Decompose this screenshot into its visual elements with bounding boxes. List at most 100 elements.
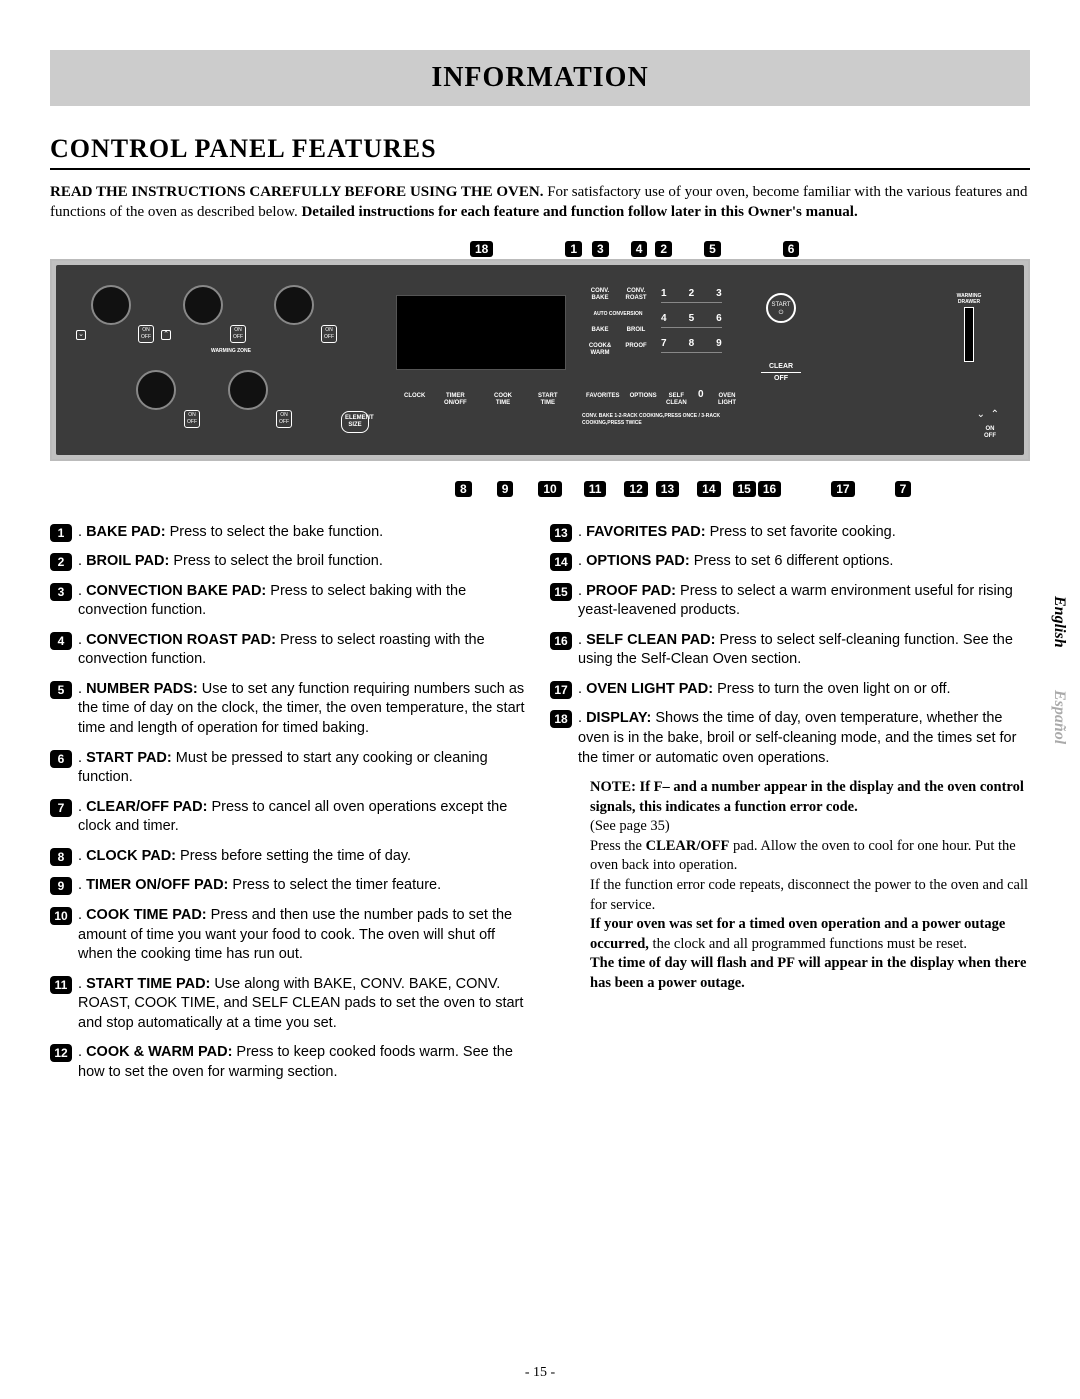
feature-text: . FAVORITES PAD: Press to set favorite c… <box>578 523 1030 543</box>
feature-body: Press to turn the oven light on or off. <box>713 681 951 697</box>
onoff-right-label: ON OFF <box>984 426 996 440</box>
note-line-6: The time of day will flash and PF will a… <box>590 955 1026 991</box>
intro-bold-1: READ THE INSTRUCTIONS CAREFULLY BEFORE U… <box>50 184 543 200</box>
feature-body: Press to set 6 different options. <box>690 553 894 569</box>
feature-lead: PROOF PAD: <box>586 583 676 599</box>
feature-item: 3 . CONVECTION BAKE PAD: Press to select … <box>50 582 530 621</box>
feature-text: . TIMER ON/OFF PAD: Press to select the … <box>78 876 530 896</box>
options-label: OPTIONS <box>630 393 657 399</box>
down-icon: ⌄ <box>76 330 86 340</box>
element-size-label: ELEMENTSIZE <box>341 411 369 433</box>
feature-lead: OPTIONS PAD: <box>586 553 690 569</box>
convbake-label: CONV. BAKE <box>586 288 614 302</box>
feature-item: 15. PROOF PAD: Press to select a warm en… <box>550 582 1030 621</box>
callout-15: 15 <box>733 481 756 497</box>
feature-item: 5. NUMBER PADS: Use to set any function … <box>50 680 530 739</box>
num-6: 6 <box>716 313 722 324</box>
feature-lead: CLEAR/OFF PAD: <box>86 799 207 815</box>
selfclean-label: SELFCLEAN <box>666 393 687 407</box>
note-label: NOTE: <box>590 779 636 795</box>
feature-number-badge: 3 <box>50 583 72 601</box>
language-tabs: English Español <box>1048 590 1070 750</box>
feature-item: 17. OVEN LIGHT PAD: Press to turn the ov… <box>550 680 1030 700</box>
warming-bar-icon <box>964 307 974 362</box>
feature-lead: START PAD: <box>86 750 172 766</box>
warming-drawer-area: WARMING DRAWER <box>929 293 1009 362</box>
clear-off-pad: CLEAR OFF <box>761 363 801 382</box>
tab-english[interactable]: English <box>1048 590 1070 654</box>
callout-4: 4 <box>631 241 648 257</box>
updown-arrows: ⌄ ⌃ <box>977 409 999 420</box>
tab-espanol[interactable]: Español <box>1048 684 1070 750</box>
ovenlight-label: OVENLIGHT <box>718 393 736 407</box>
note-block: NOTE: If F– and a number appear in the d… <box>590 778 1030 993</box>
feature-item: 13. FAVORITES PAD: Press to set favorite… <box>550 523 1030 543</box>
feature-text: . DISPLAY: Shows the time of day, oven t… <box>578 709 1030 768</box>
control-panel: ONOFF ONOFF ONOFF ONOFF ONOFF WARMING ZO… <box>56 265 1024 455</box>
callout-1: 1 <box>565 241 582 257</box>
feature-number-badge: 16 <box>550 632 572 650</box>
num-5: 5 <box>689 313 695 324</box>
callout-13: 13 <box>656 481 679 497</box>
autoconv-label: AUTO CONVERSION <box>593 311 642 318</box>
callout-17: 17 <box>831 481 854 497</box>
onoff-label: ONOFF <box>276 410 292 428</box>
feature-number-badge: 8 <box>50 848 72 866</box>
note-line-5b: the clock and all programmed functions m… <box>649 936 967 952</box>
onoff-label: ONOFF <box>321 325 337 343</box>
feature-item: 6. START PAD: Must be pressed to start a… <box>50 749 530 788</box>
feature-item: 14. OPTIONS PAD: Press to set 6 differen… <box>550 552 1030 572</box>
callout-7: 7 <box>895 481 912 497</box>
favorites-label: FAVORITES <box>586 393 620 399</box>
onoff-label: ONOFF <box>184 410 200 428</box>
feature-item: 16. SELF CLEAN PAD: Press to select self… <box>550 631 1030 670</box>
feature-item: 8. CLOCK PAD: Press before setting the t… <box>50 847 530 867</box>
feature-body: Press to set favorite cooking. <box>706 524 896 540</box>
feature-text: . CONVECTION ROAST PAD: Press to select … <box>78 631 530 670</box>
fav-opts-row: FAVORITES OPTIONS <box>586 393 657 399</box>
start-pad: START⏻ <box>766 293 796 323</box>
callout-3: 3 <box>592 241 609 257</box>
display-screen <box>396 295 566 370</box>
intro-paragraph: READ THE INSTRUCTIONS CAREFULLY BEFORE U… <box>50 182 1030 223</box>
feature-item: 7. CLEAR/OFF PAD: Press to cancel all ov… <box>50 798 530 837</box>
feature-col-left: 1. BAKE PAD: Press to select the bake fu… <box>50 523 530 1093</box>
header-bar: INFORMATION <box>50 50 1030 106</box>
proof-label: PROOF <box>622 343 650 357</box>
page-number: - 15 - <box>0 1365 1080 1381</box>
intro-bold-2: Detailed instructions for each feature a… <box>301 204 857 220</box>
num-7: 7 <box>661 338 667 349</box>
conv-footer: CONV. BAKE 1-2-RACK COOKING,PRESS ONCE /… <box>582 413 752 427</box>
feature-item: 9. TIMER ON/OFF PAD: Press to select the… <box>50 876 530 896</box>
callouts-top: 18 1 3 4 2 5 6 <box>50 241 1030 257</box>
feature-col-right: 13. FAVORITES PAD: Press to set favorite… <box>550 523 1030 1093</box>
feature-lead: CLOCK PAD: <box>86 848 176 864</box>
feature-text: . CONVECTION BAKE PAD: Press to select b… <box>78 582 530 621</box>
callout-9: 9 <box>497 481 514 497</box>
feature-number-badge: 12 <box>50 1044 72 1062</box>
num-0: 0 <box>698 391 704 398</box>
feature-lead: BAKE PAD: <box>86 524 165 540</box>
callout-16: 16 <box>758 481 781 497</box>
feature-text: . OPTIONS PAD: Press to set 6 different … <box>578 552 1030 572</box>
feature-lead: TIMER ON/OFF PAD: <box>86 877 228 893</box>
note-line-2: (See page 35) <box>590 818 670 834</box>
feature-lead: FAVORITES PAD: <box>586 524 706 540</box>
knob <box>183 285 223 325</box>
feature-text: . CLEAR/OFF PAD: Press to cancel all ove… <box>78 798 530 837</box>
num-8: 8 <box>689 338 695 349</box>
starttime-label: STARTTIME <box>538 393 558 407</box>
feature-lead: BROIL PAD: <box>86 553 169 569</box>
feature-body: Press before setting the time of day. <box>176 848 411 864</box>
cooktime-label: COOKTIME <box>494 393 512 407</box>
feature-list: 1. BAKE PAD: Press to select the bake fu… <box>50 523 1030 1093</box>
feature-item: 1. BAKE PAD: Press to select the bake fu… <box>50 523 530 543</box>
feature-item: 18. DISPLAY: Shows the time of day, oven… <box>550 709 1030 768</box>
feature-lead: CONVECTION ROAST PAD: <box>86 632 276 648</box>
feature-lead: START TIME PAD: <box>86 976 210 992</box>
convroast-label: CONV. ROAST <box>622 288 650 302</box>
feature-lead: COOK TIME PAD: <box>86 907 207 923</box>
warming-zone-label: WARMING ZONE <box>211 348 251 355</box>
num-1: 1 <box>661 288 667 299</box>
callout-5: 5 <box>704 241 721 257</box>
